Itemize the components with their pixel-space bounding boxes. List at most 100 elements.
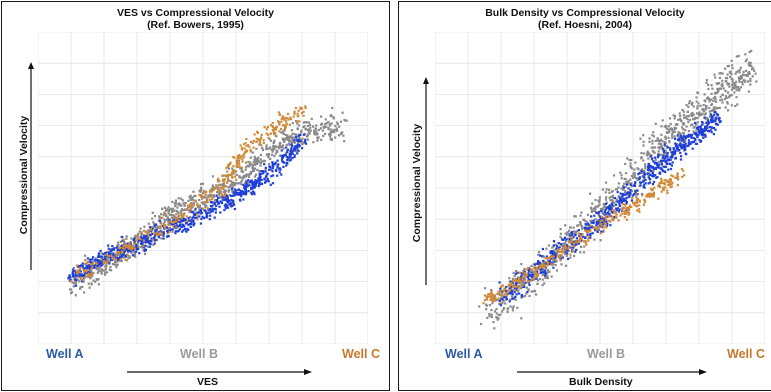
data-point xyxy=(209,195,212,198)
data-point xyxy=(264,166,267,169)
data-point xyxy=(336,129,339,132)
data-point xyxy=(662,186,665,189)
data-point xyxy=(268,165,271,168)
data-point xyxy=(94,259,97,262)
data-point xyxy=(285,155,288,158)
data-point xyxy=(739,66,742,69)
data-point xyxy=(193,209,197,212)
data-point xyxy=(509,292,512,295)
data-point xyxy=(225,194,229,197)
data-point xyxy=(158,219,162,222)
data-point xyxy=(97,283,100,286)
data-point xyxy=(668,182,671,185)
data-point xyxy=(276,159,279,162)
data-point xyxy=(679,114,682,117)
data-point xyxy=(82,267,85,270)
y-axis-label: Compressional Velocity xyxy=(411,123,423,243)
data-point xyxy=(108,256,111,259)
data-point xyxy=(686,118,689,121)
data-point xyxy=(213,198,217,202)
data-point xyxy=(263,160,266,163)
data-point xyxy=(84,259,87,262)
data-point xyxy=(721,93,724,96)
data-point xyxy=(636,200,639,203)
data-point xyxy=(600,210,603,213)
data-point xyxy=(714,106,717,109)
data-point xyxy=(565,238,568,241)
data-point xyxy=(82,278,85,282)
data-point xyxy=(301,107,304,110)
data-point xyxy=(610,207,613,210)
data-point xyxy=(78,280,81,283)
data-point xyxy=(680,137,683,140)
data-point xyxy=(142,239,145,242)
data-point xyxy=(517,276,520,279)
data-point xyxy=(217,202,220,205)
data-point xyxy=(657,146,660,149)
y-axis-arrow xyxy=(423,77,429,285)
data-point xyxy=(227,164,230,167)
data-point xyxy=(296,152,299,155)
data-point xyxy=(239,191,242,194)
data-point xyxy=(564,247,567,250)
data-point xyxy=(173,209,176,212)
data-point xyxy=(236,157,239,160)
data-point xyxy=(249,148,252,151)
data-point xyxy=(185,215,188,218)
data-point xyxy=(328,122,331,126)
data-point xyxy=(547,256,550,260)
data-point xyxy=(637,208,641,211)
data-point xyxy=(660,163,664,166)
data-point xyxy=(223,185,226,188)
data-point xyxy=(701,130,704,133)
data-point xyxy=(241,192,244,195)
data-point xyxy=(703,93,706,96)
data-point xyxy=(210,187,213,190)
data-point xyxy=(273,139,276,142)
data-point xyxy=(103,255,106,258)
data-point xyxy=(254,157,257,160)
data-point xyxy=(531,268,534,271)
data-point xyxy=(302,121,305,124)
data-point xyxy=(649,193,652,196)
data-point xyxy=(233,171,236,174)
data-point xyxy=(630,174,633,178)
data-point xyxy=(708,100,711,103)
data-point xyxy=(300,130,303,133)
data-point xyxy=(526,273,529,276)
data-point xyxy=(256,160,259,163)
data-point xyxy=(222,186,225,189)
data-point xyxy=(561,251,564,254)
data-point xyxy=(188,222,191,226)
data-point xyxy=(645,195,649,198)
data-point xyxy=(613,211,616,215)
chart-subtitle: (Ref. Hoesni, 2004) xyxy=(538,19,632,31)
data-point xyxy=(662,151,666,154)
data-point xyxy=(679,117,682,120)
data-point xyxy=(143,229,146,232)
data-point xyxy=(283,118,286,121)
data-point xyxy=(148,226,151,229)
data-point xyxy=(104,252,107,255)
data-point xyxy=(654,139,657,143)
data-point xyxy=(601,188,605,191)
data-point xyxy=(161,216,164,219)
data-point xyxy=(682,145,685,148)
data-point xyxy=(540,269,543,273)
data-point xyxy=(266,153,269,156)
data-point xyxy=(622,199,625,203)
data-point xyxy=(522,280,525,283)
data-point xyxy=(564,232,567,235)
data-point xyxy=(667,168,670,171)
data-point xyxy=(76,264,79,267)
data-point xyxy=(74,271,77,275)
data-point xyxy=(238,165,241,168)
data-point xyxy=(691,101,694,104)
data-point xyxy=(250,181,253,184)
data-point xyxy=(559,228,562,231)
data-point xyxy=(622,185,625,188)
data-point xyxy=(554,258,557,261)
data-point xyxy=(716,90,719,94)
data-point xyxy=(297,135,300,138)
data-point xyxy=(284,126,287,129)
